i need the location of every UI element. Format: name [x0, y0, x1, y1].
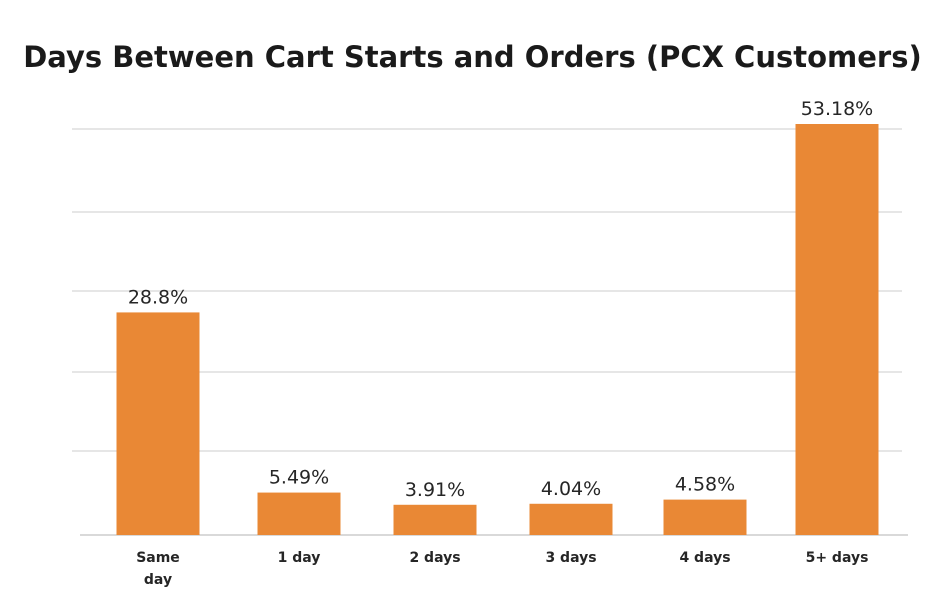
data-labels: 28.8% 5.49% 3.91% 4.04% 4.58% 53.18%: [128, 98, 873, 501]
bar-2-days: [393, 504, 477, 535]
bars: [116, 124, 879, 535]
data-label-3-days: 4.04%: [541, 478, 601, 500]
tick-label-2-days: 2 days: [409, 550, 460, 566]
bar-1-day: [257, 492, 341, 535]
data-label-2-days: 3.91%: [405, 479, 465, 501]
bar-3-days: [529, 503, 613, 535]
bar-same-day: [116, 312, 200, 535]
bar-4-days: [663, 499, 747, 535]
gridlines: [72, 128, 908, 536]
tick-label-1-day: 1 day: [278, 550, 321, 566]
tick-label-3-days: 3 days: [545, 550, 596, 566]
data-label-5-days: 53.18%: [801, 98, 873, 120]
data-label-1-day: 5.49%: [269, 467, 329, 489]
x-axis-tick-labels: Same day 1 day 2 days 3 days 4 days 5+ days: [136, 550, 868, 588]
data-label-4-days: 4.58%: [675, 474, 735, 496]
chart-title: Days Between Cart Starts and Orders (PCX…: [23, 40, 922, 74]
tick-label-5-days: 5+ days: [806, 550, 869, 566]
tick-label-same-day: Same day: [136, 550, 180, 588]
data-label-same-day: 28.8%: [128, 286, 188, 308]
bar-5-days: [795, 124, 879, 535]
tick-label-4-days: 4 days: [679, 550, 730, 566]
